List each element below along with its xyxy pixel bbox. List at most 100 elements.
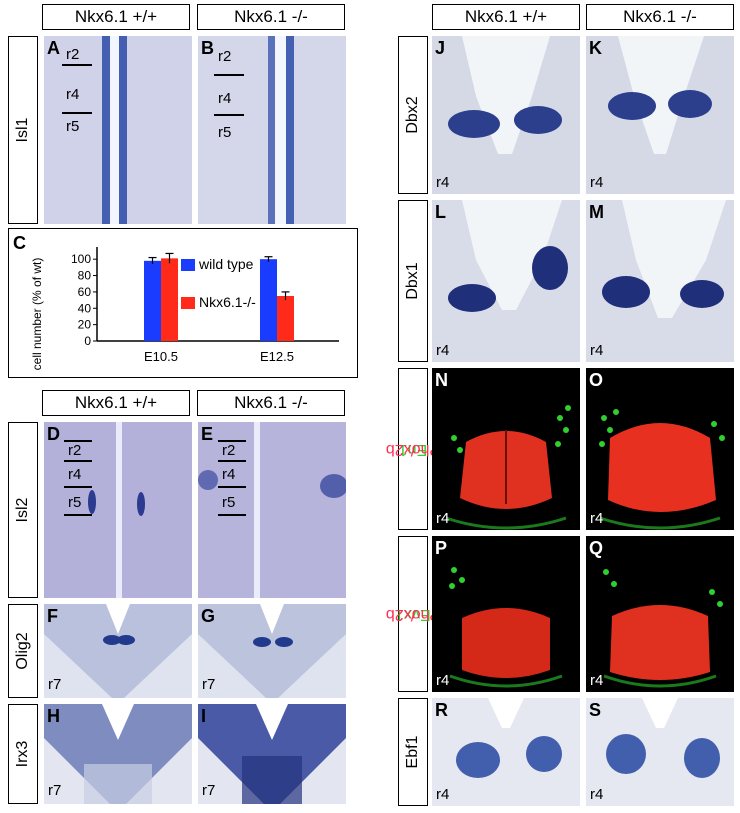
panel-r-image bbox=[432, 698, 580, 806]
label-r4-b: r4 bbox=[218, 90, 232, 107]
panel-letter-p: P bbox=[435, 538, 448, 558]
boundary-line-a2 bbox=[62, 112, 92, 114]
panel-r: R r4 bbox=[432, 698, 580, 806]
y-tick-label: 100 bbox=[71, 252, 91, 266]
row-label-evx1-phox2b: Evx1/Phox2b bbox=[386, 536, 440, 692]
panel-e-image bbox=[198, 422, 346, 598]
panel-p: P r4 bbox=[432, 536, 580, 692]
header-ko-mid: Nkx6.1 -/- bbox=[197, 390, 345, 416]
panel-h: H r7 bbox=[44, 704, 192, 804]
boundary-line-e4 bbox=[218, 514, 246, 516]
label-r4-j: r4 bbox=[436, 174, 450, 191]
y-tick-label: 80 bbox=[78, 269, 92, 283]
boundary-line-d3 bbox=[64, 486, 92, 488]
panel-k-image bbox=[586, 36, 734, 194]
label-r4-o: r4 bbox=[590, 510, 604, 527]
bar bbox=[260, 259, 277, 341]
row-label-en1-phox2b: En1/Phox2b bbox=[386, 368, 440, 530]
y-tick-label: 0 bbox=[84, 334, 91, 348]
panel-p-image bbox=[432, 536, 580, 692]
panel-n-image bbox=[432, 368, 580, 530]
legend-label-ko: Nkx6.1-/- bbox=[199, 294, 256, 310]
panel-d-image bbox=[44, 422, 192, 598]
label-r4-d: r4 bbox=[68, 466, 82, 483]
label-r7-g: r7 bbox=[202, 676, 216, 693]
label-r4-e: r4 bbox=[222, 466, 236, 483]
label-r4-n: r4 bbox=[436, 510, 450, 527]
boundary-line-a1 bbox=[62, 64, 92, 66]
panel-letter-b: B bbox=[201, 38, 214, 58]
panel-b: B r2 r4 r5 bbox=[198, 36, 346, 224]
boundary-line-d2 bbox=[64, 460, 92, 462]
panel-letter-d: D bbox=[47, 424, 60, 444]
panel-s: S r4 bbox=[586, 698, 734, 806]
header-ko-right-text: Nkx6.1 -/- bbox=[623, 7, 697, 26]
row-label-irx3-text: Irx3 bbox=[14, 740, 31, 768]
row-label-isl2-text: Isl2 bbox=[14, 497, 31, 523]
panel-letter-o: O bbox=[589, 370, 604, 390]
header-wt-right-text: Nkx6.1 +/+ bbox=[464, 7, 548, 26]
panel-o-image bbox=[586, 368, 734, 530]
label-r4-l: r4 bbox=[436, 342, 450, 359]
label-r7-i: r7 bbox=[202, 782, 216, 799]
header-ko-right: Nkx6.1 -/- bbox=[586, 4, 734, 30]
header-wt-mid-text: Nkx6.1 +/+ bbox=[74, 393, 158, 412]
row-label-olig2-text: Olig2 bbox=[14, 632, 31, 670]
y-tick-label: 20 bbox=[78, 318, 92, 332]
panel-letter-e: E bbox=[201, 424, 214, 444]
panel-g: G r7 bbox=[198, 604, 346, 698]
header-ko-top-text: Nkx6.1 -/- bbox=[234, 7, 308, 26]
panel-k: K r4 bbox=[586, 36, 734, 194]
panel-i: I r7 bbox=[198, 704, 346, 804]
boundary-line-d4 bbox=[64, 514, 92, 516]
boundary-line-d1 bbox=[64, 440, 92, 442]
bar-chart: cell number (% of wt) 100 80 60 40 20 0 E10.5… bbox=[30, 247, 339, 371]
panel-o: O r4 bbox=[586, 368, 734, 530]
bar bbox=[277, 296, 294, 341]
label-r2-a: r2 bbox=[66, 46, 80, 63]
row-label-dbx2-text: Dbx2 bbox=[404, 96, 421, 134]
boundary-line-e2 bbox=[218, 460, 246, 462]
panel-letter-l: L bbox=[435, 202, 446, 222]
panel-letter-q: Q bbox=[589, 538, 604, 558]
row-label-ebf1: Ebf1 bbox=[398, 698, 428, 806]
x-category-label: E12.5 bbox=[260, 349, 294, 364]
panel-l-image bbox=[432, 200, 580, 362]
label-r5-d: r5 bbox=[68, 494, 82, 511]
label-r5-b: r5 bbox=[218, 124, 232, 141]
label-r4-q: r4 bbox=[590, 672, 604, 689]
y-tick-label: 60 bbox=[78, 285, 92, 299]
row-label-ebf1-text: Ebf1 bbox=[404, 735, 421, 769]
label-r4-k: r4 bbox=[590, 174, 604, 191]
panel-letter-c: C bbox=[13, 233, 26, 253]
panel-d: D r2 r4 r5 bbox=[44, 422, 192, 598]
panel-g-image bbox=[198, 604, 346, 698]
panel-letter-m: M bbox=[589, 202, 604, 222]
panel-letter-i: I bbox=[201, 706, 207, 726]
panel-letter-n: N bbox=[435, 370, 448, 390]
x-category-label: E10.5 bbox=[144, 349, 178, 364]
y-tick-label: 40 bbox=[78, 301, 92, 315]
panel-m-image bbox=[586, 200, 734, 362]
y-axis-label: cell number (% of wt) bbox=[30, 258, 44, 371]
label-r4-m: r4 bbox=[590, 342, 604, 359]
panel-letter-k: K bbox=[589, 38, 602, 58]
label-r7-h: r7 bbox=[48, 782, 62, 799]
boundary-line-b2 bbox=[214, 114, 244, 116]
row-label-dbx1: Dbx1 bbox=[398, 200, 428, 362]
header-ko-mid-text: Nkx6.1 -/- bbox=[234, 393, 308, 412]
header-wt-right: Nkx6.1 +/+ bbox=[432, 4, 580, 30]
panel-h-image bbox=[44, 704, 192, 804]
panel-c-chart: C cell number (% of wt) 100 80 60 40 20 0 E10… bbox=[8, 228, 358, 378]
bar bbox=[144, 260, 161, 341]
panel-q: Q r4 bbox=[586, 536, 734, 692]
row-label-isl1-text: Isl1 bbox=[14, 117, 31, 143]
label-r4-s: r4 bbox=[590, 786, 604, 803]
panel-letter-a: A bbox=[47, 38, 60, 58]
panel-letter-s: S bbox=[589, 700, 602, 720]
legend-swatch-ko bbox=[181, 297, 195, 309]
panel-q-image bbox=[586, 536, 734, 692]
boundary-line-b1 bbox=[214, 74, 244, 76]
panel-letter-f: F bbox=[47, 606, 58, 626]
label-r4-r: r4 bbox=[436, 786, 450, 803]
